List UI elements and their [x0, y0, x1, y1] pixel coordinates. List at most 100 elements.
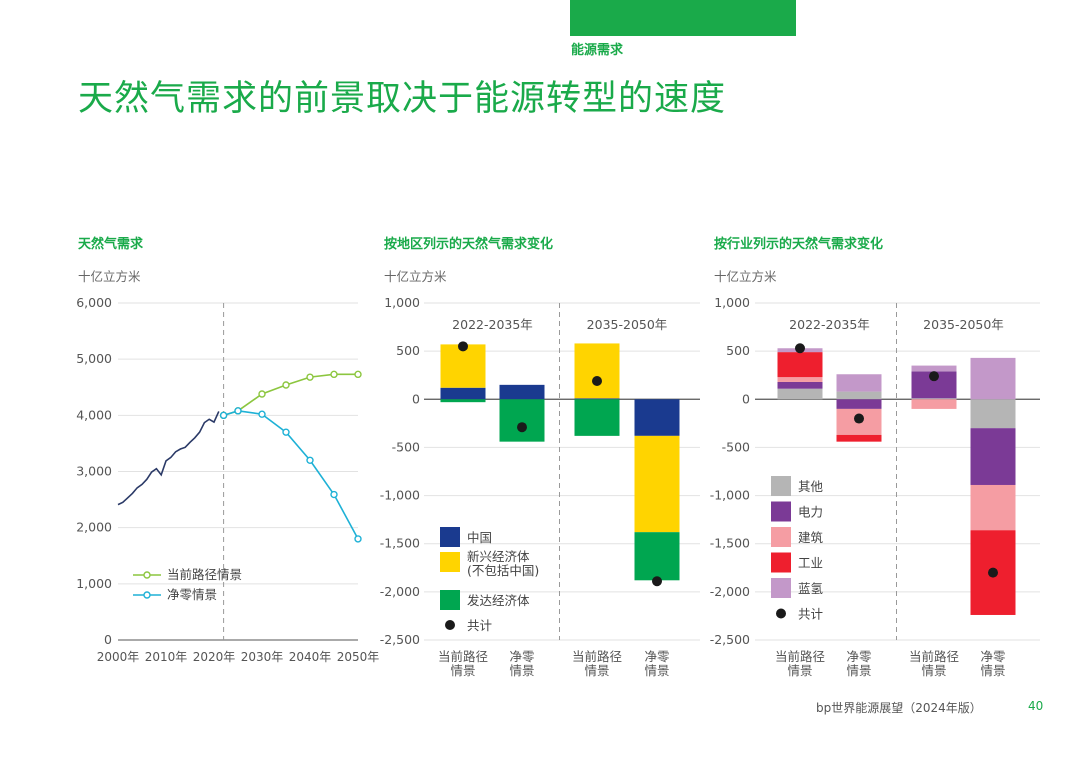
chart2-bar-segment: [499, 384, 545, 400]
section-label: 能源需求: [571, 43, 624, 58]
chart3-category-label: 净零情景: [846, 649, 872, 678]
chart1-point: [219, 411, 228, 420]
chart3-bar-segment: [911, 399, 957, 409]
chart3-bar-segment: [777, 352, 823, 378]
chart2-period-label: 2035-2050年: [587, 317, 668, 332]
chart2-ytick-label: -2,000: [380, 584, 420, 599]
chart3-legend-swatch: [771, 578, 791, 598]
chart3-bar-segment: [777, 381, 823, 389]
chart2-legend-total-dot: [445, 620, 455, 630]
chart1-xtick-label: 2010年: [145, 650, 188, 664]
chart3-total-dot: [795, 343, 805, 354]
chart2-bar-segment: [634, 399, 680, 436]
chart1-ytick-label: 6,000: [76, 295, 112, 310]
chart3-legend-label: 共计: [798, 607, 823, 622]
chart2-legend-swatch: [440, 590, 460, 610]
chart3-legend-swatch: [771, 476, 791, 496]
chart3-ytick-label: 0: [742, 391, 750, 406]
chart2-total-dot: [458, 341, 468, 352]
chart3-ytick-label: -500: [722, 439, 750, 454]
chart1-point: [258, 410, 266, 418]
chart3-ytick-label: -2,500: [710, 632, 750, 647]
chart2-legend-swatch: [440, 552, 460, 572]
chart3-bar-segment: [777, 377, 823, 382]
chart3-ytick-label: -1,500: [710, 536, 750, 551]
chart2-total-dot: [517, 422, 527, 433]
chart2-ytick-label: 1,000: [384, 295, 420, 310]
chart2-total-dot: [592, 375, 602, 386]
chart1-legend-marker: [143, 571, 151, 579]
chart1-ytick-label: 1,000: [76, 576, 112, 591]
chart3-total-dot: [988, 567, 998, 578]
chart2-period-label: 2022-2035年: [452, 317, 533, 332]
chart1-point: [306, 373, 314, 381]
chart2-legend-swatch: [440, 527, 460, 547]
chart1-xtick-label: 2000年: [97, 650, 140, 664]
chart2-bar-segment: [499, 399, 545, 442]
chart2-legend-label: 中国: [467, 530, 492, 545]
chart3-title: 按行业列示的天然气需求变化: [714, 237, 884, 252]
chart2-ytick-label: -500: [392, 439, 420, 454]
page-title: 天然气需求的前景取决于能源转型的速度: [78, 79, 727, 119]
chart3-ytick-label: 500: [726, 343, 750, 358]
chart3-bar-segment: [777, 388, 823, 400]
chart1-xtick-label: 2020年: [193, 650, 236, 664]
chart1-xtick-label: 2040年: [289, 650, 332, 664]
chart3-bar-segment: [836, 399, 882, 409]
chart1-ytick-label: 2,000: [76, 520, 112, 535]
chart1-unit: 十亿立方米: [78, 269, 141, 284]
chart3-ytick-label: 1,000: [714, 295, 750, 310]
chart2-legend-label: 新兴经济体(不包括中国): [467, 549, 539, 578]
chart2-legend-label: 发达经济体: [467, 593, 530, 608]
chart1-history-line: [117, 411, 220, 506]
chart2-bar-segment: [440, 387, 486, 400]
chart3-bar-segment: [970, 484, 1016, 531]
chart1-ytick-label: 0: [104, 632, 112, 647]
chart3-category-label: 当前路径情景: [775, 649, 825, 678]
chart1-xtick-label: 2050年: [337, 650, 380, 664]
chart2-ytick-label: 0: [412, 391, 420, 406]
chart2-unit: 十亿立方米: [384, 269, 447, 284]
chart2-ytick-label: 500: [396, 343, 420, 358]
chart2-bar-segment: [440, 399, 486, 403]
chart3-legend-label: 建筑: [798, 530, 824, 545]
chart3-category-label: 净零情景: [980, 649, 1006, 678]
chart2-bar-segment: [574, 398, 620, 400]
page-number: 40: [1028, 699, 1044, 713]
chart2-bar-segment: [574, 343, 620, 399]
chart1-point: [306, 456, 314, 464]
chart3-bar-segment: [970, 399, 1016, 429]
chart3-legend-label: 工业: [798, 556, 823, 571]
chart3-bar-segment: [970, 428, 1016, 485]
chart3-legend-swatch: [771, 527, 791, 547]
chart1-point: [330, 490, 338, 499]
chart1-legend-label: 当前路径情景: [167, 567, 242, 582]
chart1-ytick-label: 5,000: [76, 351, 112, 366]
chart1-title: 天然气需求: [78, 237, 144, 252]
chart2-category-label: 当前路径情景: [438, 649, 488, 678]
chart3-legend-swatch: [771, 501, 791, 522]
chart3-bar-segment: [836, 434, 882, 442]
chart1-legend-marker: [143, 591, 151, 599]
chart1-point: [282, 381, 290, 389]
chart2-total-dot: [652, 576, 662, 587]
chart3-bar-segment: [836, 391, 882, 400]
chart1-xtick-label: 2030年: [241, 650, 284, 664]
chart3-period-label: 2022-2035年: [789, 317, 870, 332]
chart1-point: [282, 428, 290, 436]
chart1-series-line: [223, 373, 358, 417]
chart2-category-label: 净零情景: [644, 649, 670, 678]
chart3-period-label: 2035-2050年: [923, 317, 1004, 332]
chart2-ytick-label: -1,500: [380, 536, 420, 551]
chart2-bar-segment: [634, 532, 680, 581]
chart3-bar-segment: [911, 365, 957, 372]
chart1-point: [354, 535, 362, 543]
chart1-ytick-label: 4,000: [76, 407, 112, 422]
chart3-legend-total-dot: [776, 608, 786, 619]
chart1-point: [258, 390, 266, 398]
chart2-legend-label: 共计: [467, 618, 492, 633]
chart1-legend-label: 净零情景: [167, 587, 217, 602]
chart3-category-label: 当前路径情景: [909, 649, 959, 678]
chart3-legend-label: 电力: [798, 505, 823, 520]
